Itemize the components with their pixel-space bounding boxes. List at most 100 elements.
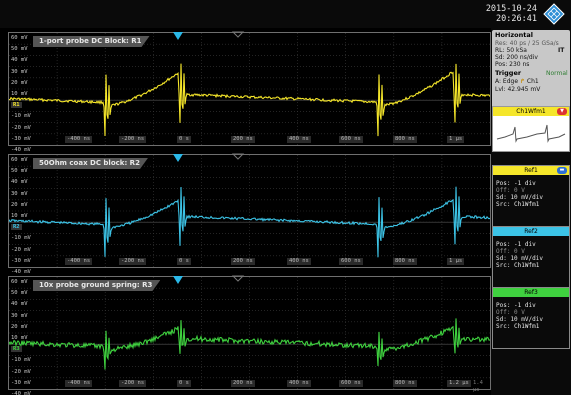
- x-tick-label: 1.2 µs: [447, 380, 471, 387]
- x-tick-label: 400 ns: [287, 258, 311, 265]
- ref3-source: Src: Ch1Wfm1: [496, 323, 540, 330]
- trigger-title: Trigger: [495, 69, 522, 77]
- y-tick-label: -30 mV: [11, 379, 31, 386]
- ref1-title: Ref1: [524, 167, 538, 174]
- waveform-panel-r1[interactable]: 60 mV 50 mV 40 mV 30 mV 20 mV 10 mV R1 -10 mV -2…: [8, 32, 491, 153]
- panel-title-r3[interactable]: 10x probe ground spring: R3: [33, 280, 160, 291]
- ref3-header: Ref3: [493, 288, 569, 297]
- panel-title-r2[interactable]: 50Ohm coax DC block: R2: [33, 158, 148, 169]
- x-tick-label: 1.4 µs: [473, 380, 483, 393]
- ref1-offset: Off: 0 V: [496, 187, 525, 194]
- ref2-header: Ref2: [493, 227, 569, 236]
- x-tick-label: 200 ns: [231, 380, 255, 387]
- y-tick-label: 40 mV: [11, 57, 28, 64]
- trigger-level: Lvl: 42.945 mV: [495, 86, 541, 93]
- y-tick-label: 40 mV: [11, 301, 28, 308]
- ref2-scale: Sd: 10 mV/div: [496, 255, 543, 262]
- center-marker-icon: [231, 31, 245, 38]
- ch1-wfm1-box[interactable]: Ch1Wfm1 ▼: [492, 106, 570, 152]
- trigger-type-label: A: Edge: [495, 78, 519, 85]
- x-tick-label: -200 ns: [119, 380, 147, 387]
- x-tick-label: 0 s: [177, 380, 191, 387]
- y-tick-label: -10 mV: [11, 113, 31, 120]
- y-tick-label: 30 mV: [11, 68, 28, 75]
- ref3-box[interactable]: Ref3 Pos: -1 div Off: 0 V Sd: 10 mV/div …: [492, 287, 570, 349]
- y-tick-label: 50 mV: [11, 168, 28, 175]
- date-label: 2015-10-24: [485, 4, 537, 14]
- ref1-source: Src: Ch1Wfm1: [496, 201, 540, 208]
- ref3-position: Pos: -1 div: [496, 302, 536, 309]
- center-marker-icon: [231, 153, 245, 160]
- waveform-thumbnail: [496, 124, 566, 143]
- y-tick-label: -20 mV: [11, 246, 31, 253]
- datetime-display: 2015-10-24 20:26:41: [457, 4, 537, 24]
- ch1-wfm1-title: Ch1Wfm1: [516, 108, 546, 115]
- ch1-wfm1-header: Ch1Wfm1 ▼: [493, 107, 569, 116]
- time-label: 20:26:41: [496, 14, 537, 24]
- waveform-trace-line: [9, 63, 490, 137]
- x-tick-label: 1 µs: [447, 258, 465, 265]
- bottom-strip: [0, 395, 571, 414]
- x-tick-label: 800 ns: [393, 258, 417, 265]
- y-tick-label: 50 mV: [11, 290, 28, 297]
- y-tick-label: 30 mV: [11, 312, 28, 319]
- waveform-panel-r2[interactable]: 60 mV 50 mV 40 mV 30 mV 20 mV 10 mV R2 -10 mV -2…: [8, 154, 491, 275]
- ref1-scale: Sd: 10 mV/div: [496, 194, 543, 201]
- y-tick-label: 50 mV: [11, 46, 28, 53]
- rising-edge-icon: ↱: [519, 78, 525, 85]
- y-tick-label: -40 mV: [11, 147, 31, 153]
- y-tick-label: 20 mV: [11, 201, 28, 208]
- ref3-title: Ref3: [524, 289, 538, 296]
- graticule-grid: [9, 277, 490, 389]
- trigger-position-icon: [173, 154, 183, 162]
- waveform-trace-line: [9, 318, 490, 370]
- x-tick-label: -400 ns: [65, 258, 93, 265]
- reference-level-marker: R1: [11, 102, 22, 109]
- rohde-schwarz-logo-icon[interactable]: [543, 3, 565, 25]
- center-marker-icon: [231, 275, 245, 282]
- trigger-source: Ch1: [526, 78, 539, 85]
- x-tick-label: 800 ns: [393, 380, 417, 387]
- graticule-grid: [9, 155, 490, 267]
- y-tick-label: -20 mV: [11, 124, 31, 131]
- y-tick-label: 20 mV: [11, 79, 28, 86]
- ref3-offset: Off: 0 V: [496, 309, 525, 316]
- y-tick-label: -10 mV: [11, 357, 31, 364]
- y-tick-label: 60 mV: [11, 35, 28, 41]
- y-tick-label: 10 mV: [11, 335, 28, 341]
- reference-level-marker: R3: [11, 346, 22, 353]
- horizontal-position: Pos: 230 ns: [495, 61, 530, 68]
- x-tick-label: -400 ns: [65, 380, 93, 387]
- x-tick-label: 200 ns: [231, 258, 255, 265]
- x-tick-label: -200 ns: [119, 136, 147, 143]
- x-tick-label: 1 µs: [447, 136, 465, 143]
- trigger-position-icon: [173, 276, 183, 284]
- waveform-trace-r1: [9, 63, 490, 137]
- ref1-menu-icon[interactable]: ▬: [557, 167, 567, 174]
- waveform-trace-line: [9, 186, 490, 258]
- close-icon[interactable]: ▼: [557, 108, 567, 115]
- top-status-bar: 2015-10-24 20:26:41: [0, 0, 571, 28]
- y-tick-label: -40 mV: [11, 391, 31, 397]
- x-tick-label: 200 ns: [231, 136, 255, 143]
- trigger-mode: Normal: [546, 70, 568, 77]
- ref2-box[interactable]: Ref2 Pos: -1 div Off: 0 V Sd: 10 mV/div …: [492, 226, 570, 288]
- horizontal-title: Horizontal: [495, 31, 533, 39]
- ref1-position: Pos: -1 div: [496, 180, 536, 187]
- ref2-source: Src: Ch1Wfm1: [496, 262, 540, 269]
- trigger-type: A: Edge ↱ Ch1: [495, 78, 539, 85]
- x-tick-label: 800 ns: [393, 136, 417, 143]
- ref3-scale: Sd: 10 mV/div: [496, 316, 543, 323]
- y-tick-label: 10 mV: [11, 91, 28, 97]
- x-tick-label: -200 ns: [119, 258, 147, 265]
- trigger-position-icon: [173, 32, 183, 40]
- waveform-panel-r3[interactable]: 60 mV 50 mV 40 mV 30 mV 20 mV 10 mV R3 -10 mV -2…: [8, 276, 491, 397]
- waveform-trace-r2: [9, 186, 490, 258]
- y-tick-label: -40 mV: [11, 269, 31, 275]
- ref1-box[interactable]: Ref1 ▬ Pos: -1 div Off: 0 V Sd: 10 mV/di…: [492, 165, 570, 227]
- horizontal-record-length: RL: 50 kSa: [495, 47, 527, 54]
- x-tick-label: 600 ns: [339, 380, 363, 387]
- y-tick-label: 20 mV: [11, 323, 28, 330]
- panel-title-r1[interactable]: 1-port probe DC Block: R1: [33, 36, 150, 47]
